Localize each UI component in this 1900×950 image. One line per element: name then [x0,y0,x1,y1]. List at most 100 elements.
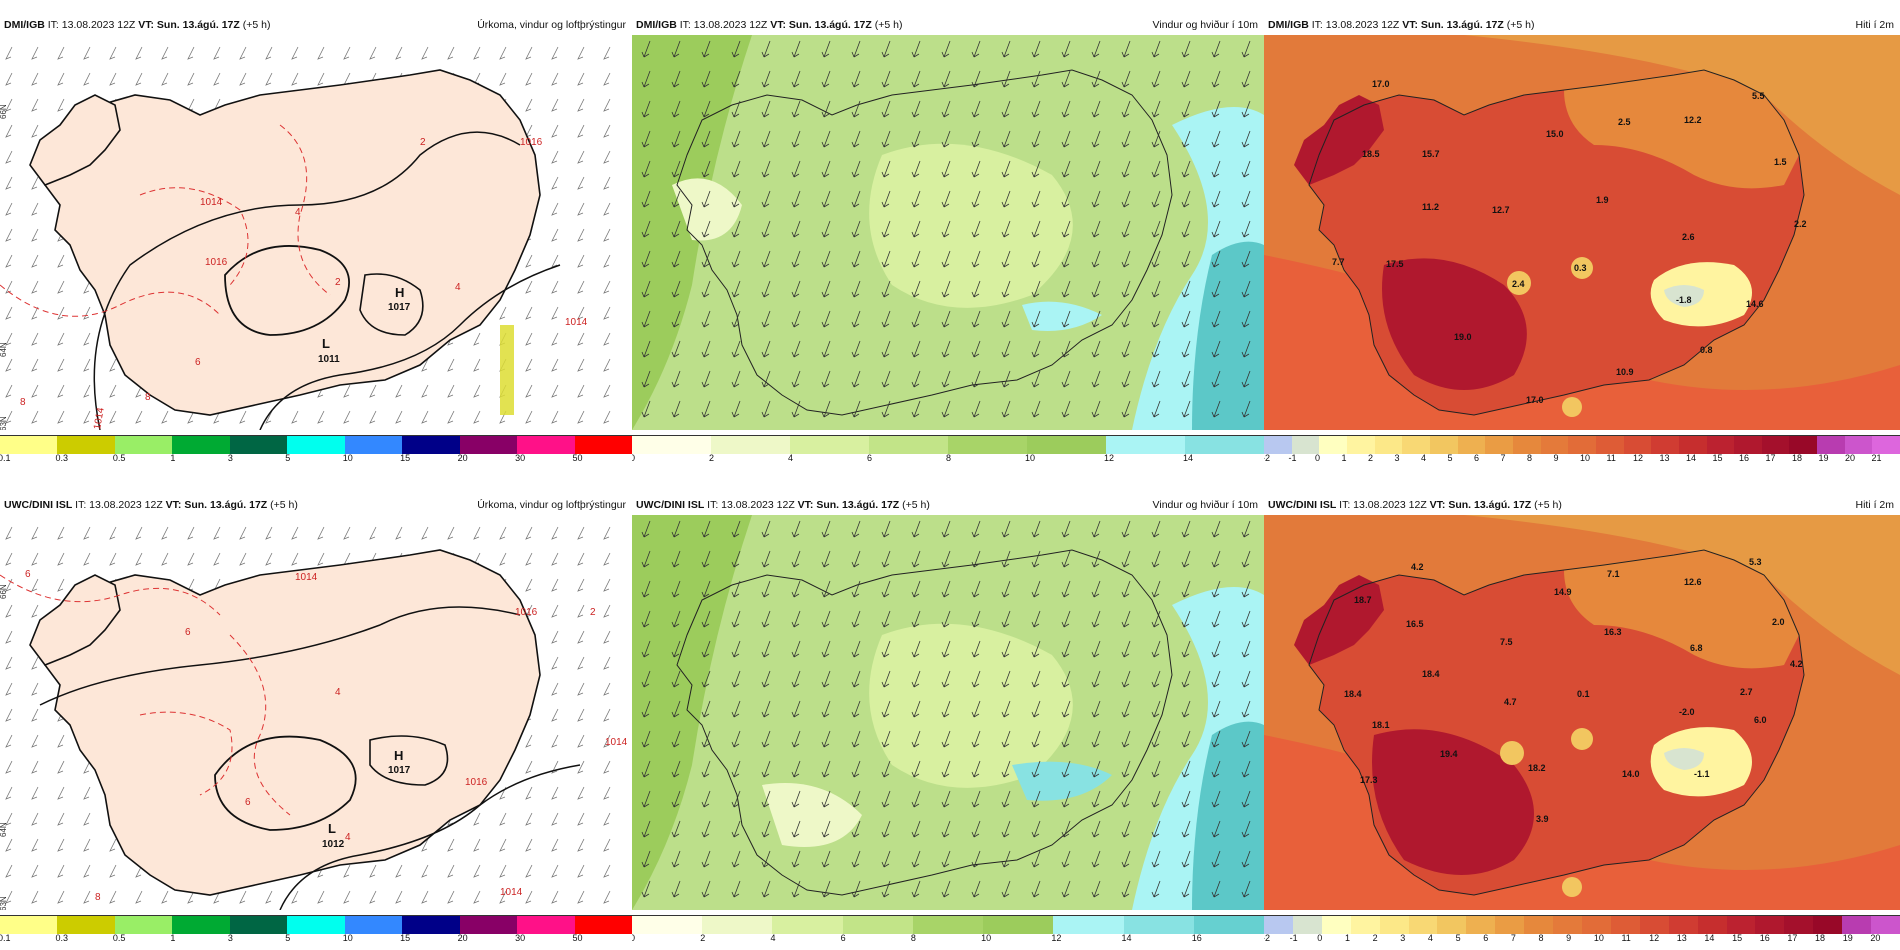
tick-label: -1 [1288,453,1297,463]
wind-barb [5,410,13,424]
wind-barb [473,812,481,826]
colorbar-swatch [1581,916,1611,934]
land-hot [1382,258,1527,390]
wind-arrow [641,640,651,658]
wind-barb [525,760,533,774]
wind-barb [5,254,13,268]
wind-arrow [821,100,831,118]
wind-barb [57,72,65,86]
wind-arrow [851,190,861,208]
wind-arrow [1151,700,1161,718]
wind-arrow [941,790,951,808]
tick-label: 14 [1121,933,1132,943]
iceland-land [44,549,541,896]
wind-arrow [881,730,891,748]
model-name: UWC/DINI ISL [1268,499,1337,511]
temp-value: 3.9 [1536,814,1549,824]
glacier-small [1507,271,1531,295]
wind-barb [369,46,377,60]
wind-barb [31,98,39,112]
tick-label: 0.1 [0,933,11,943]
wind-barb [135,552,143,566]
westfjords [29,94,121,186]
wind-arrow [1121,130,1131,148]
wind-barb [187,410,195,424]
wind-arrow [851,130,861,148]
wind-barb [577,306,585,320]
colorbar-swatch [711,436,790,454]
colorbar-swatch [1610,916,1640,934]
wind-arrow [1121,700,1131,718]
wind-barb [525,72,533,86]
wind-arrow [1181,670,1191,688]
wind-arrow [731,520,741,538]
wind-arrow [1151,130,1161,148]
precip-map-svg: L 1011 H 1017 66N 64N 63N 1014 1016 1014… [0,35,632,430]
wind-arrow [851,670,861,688]
wind-arrow [881,220,891,238]
wind-barb [525,838,533,852]
colorbar-swatch [1623,436,1652,454]
wind-arrow [641,160,651,178]
wind-arrow [941,400,951,418]
lead-time: (+5 h) [242,19,271,31]
wind-arrow [1181,640,1191,658]
wind-arrow [821,670,831,688]
wind-arrow [731,760,741,778]
tick-label: 6 [867,453,873,463]
wind-arrow [851,850,861,868]
wind-barb [577,384,585,398]
wind-barb [265,552,273,566]
wind-arrow [971,610,981,628]
wind-barb [317,890,325,904]
wind-arrow [851,880,861,898]
wind-barb [369,890,377,904]
temp-value: 7.1 [1607,569,1620,579]
wind-arrow [761,70,771,88]
wind-arrow [1151,310,1161,328]
wind-zone [762,783,862,847]
colorbar-swatch [983,916,1054,934]
wind-arrow [671,40,681,58]
wind-barb [57,410,65,424]
wind-arrow [1091,190,1101,208]
wind-arrow [671,310,681,328]
wind-arrow [761,220,771,238]
wind-barb [551,358,559,372]
wind-arrow [1001,370,1011,388]
wind-arrow [971,580,981,598]
wind-barb [395,410,403,424]
wind-arrow [1181,700,1191,718]
wind-arrow [641,580,651,598]
wind-barb [343,864,351,878]
wind-arrow [1061,100,1071,118]
wind-barb [5,864,13,878]
wind-arrow [731,280,741,298]
wind-arrow [1061,730,1071,748]
wind-barb [5,332,13,346]
wind-barb [551,410,559,424]
precip-contour [229,634,291,816]
colorbar-swatch [772,916,843,934]
wind-arrow [671,340,681,358]
temp-value: 2.7 [1740,687,1753,697]
wind-arrow [731,400,741,418]
wind-barb [577,228,585,242]
colorbar-swatch [1485,436,1513,454]
wind-arrow [1241,820,1251,838]
colorbar-swatch [114,916,173,934]
wind-arrow [761,160,771,178]
colorbar-swatch [344,916,403,934]
colorbar-swatch [172,916,230,934]
wind-arrow [1241,100,1251,118]
colorbar-swatch [1789,436,1818,454]
wind-arrow [821,760,831,778]
wind-arrow [1241,40,1251,58]
wind-barb [473,890,481,904]
wind-arrow [851,580,861,598]
wind-arrow [671,100,681,118]
wind-barb [83,384,91,398]
wind-arrow [971,400,981,418]
wind-arrow [641,790,651,808]
wind-barb [187,552,195,566]
